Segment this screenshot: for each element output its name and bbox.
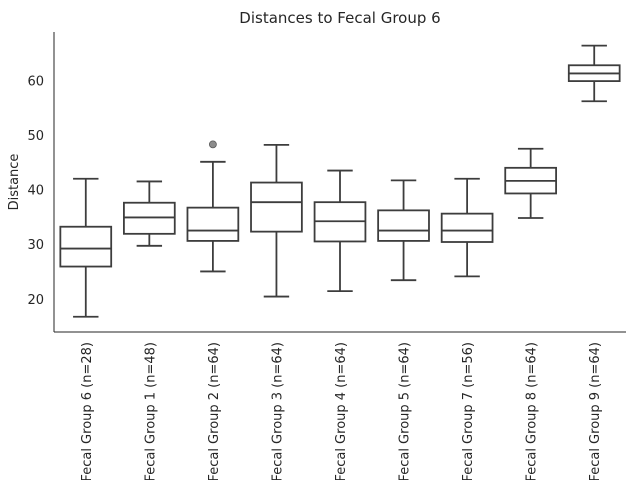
iqr-box bbox=[440, 212, 494, 243]
box-group bbox=[186, 140, 240, 273]
x-tick-label: Fecal Group 6 (n=28) bbox=[80, 342, 95, 480]
box-group bbox=[250, 144, 303, 298]
x-tick-label: Fecal Group 1 (n=48) bbox=[143, 342, 158, 480]
box-group bbox=[313, 169, 367, 292]
x-tick-label: Fecal Group 2 (n=64) bbox=[207, 342, 222, 480]
iqr-box bbox=[250, 181, 303, 233]
boxes bbox=[59, 44, 621, 318]
box-group bbox=[59, 177, 113, 318]
iqr-box bbox=[377, 209, 430, 242]
outlier-point bbox=[208, 140, 217, 149]
chart-title: Distances to Fecal Group 6 bbox=[239, 9, 441, 27]
box-group bbox=[504, 147, 557, 219]
x-tick-label: Fecal Group 9 (n=64) bbox=[588, 342, 603, 480]
y-tick-label: 30 bbox=[27, 238, 44, 253]
y-tick-label: 40 bbox=[27, 184, 44, 199]
x-ticks: Fecal Group 6 (n=28) Fecal Group 1 (n=48)… bbox=[80, 342, 603, 480]
box-group bbox=[377, 179, 430, 282]
x-tick-label: Fecal Group 7 (n=56) bbox=[461, 342, 476, 480]
x-tick-label: Fecal Group 4 (n=64) bbox=[334, 342, 349, 480]
x-tick-label: Fecal Group 8 (n=64) bbox=[525, 342, 540, 480]
x-tick-label: Fecal Group 3 (n=64) bbox=[270, 342, 285, 480]
y-tick-label: 20 bbox=[27, 293, 44, 308]
box-group bbox=[567, 44, 621, 103]
x-tick-label: Fecal Group 5 (n=64) bbox=[398, 342, 413, 480]
y-tick-label: 60 bbox=[27, 75, 44, 90]
box-group bbox=[440, 177, 494, 278]
box-group bbox=[123, 180, 176, 247]
y-ticks: 20 30 40 50 60 bbox=[27, 75, 44, 308]
y-tick-label: 50 bbox=[27, 129, 44, 144]
iqr-box bbox=[59, 225, 113, 268]
iqr-box bbox=[186, 206, 240, 242]
y-axis-label: Distance bbox=[7, 154, 22, 211]
